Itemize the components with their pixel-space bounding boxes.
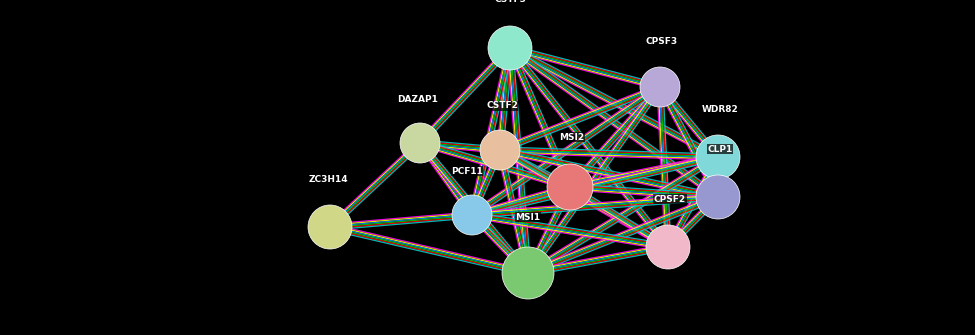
Circle shape: [696, 135, 740, 179]
Circle shape: [696, 175, 740, 219]
Circle shape: [502, 247, 554, 299]
Circle shape: [400, 123, 440, 163]
Text: PCF11: PCF11: [451, 166, 483, 176]
Circle shape: [646, 225, 690, 269]
Circle shape: [488, 26, 532, 70]
Text: DAZAP1: DAZAP1: [398, 94, 439, 104]
Text: CSTF2: CSTF2: [487, 102, 518, 111]
Text: WDR82: WDR82: [702, 105, 738, 114]
Circle shape: [640, 67, 680, 107]
Text: CSTF3: CSTF3: [494, 0, 526, 3]
Circle shape: [308, 205, 352, 249]
Text: CPSF2: CPSF2: [654, 195, 686, 203]
Circle shape: [547, 164, 593, 210]
Circle shape: [480, 130, 520, 170]
Text: MSI2: MSI2: [560, 133, 585, 141]
Text: ZC3H14: ZC3H14: [308, 175, 348, 184]
Text: CLP1: CLP1: [708, 144, 732, 153]
Text: CPSF3: CPSF3: [645, 38, 678, 47]
Text: MSI1: MSI1: [516, 212, 540, 221]
Circle shape: [452, 195, 492, 235]
